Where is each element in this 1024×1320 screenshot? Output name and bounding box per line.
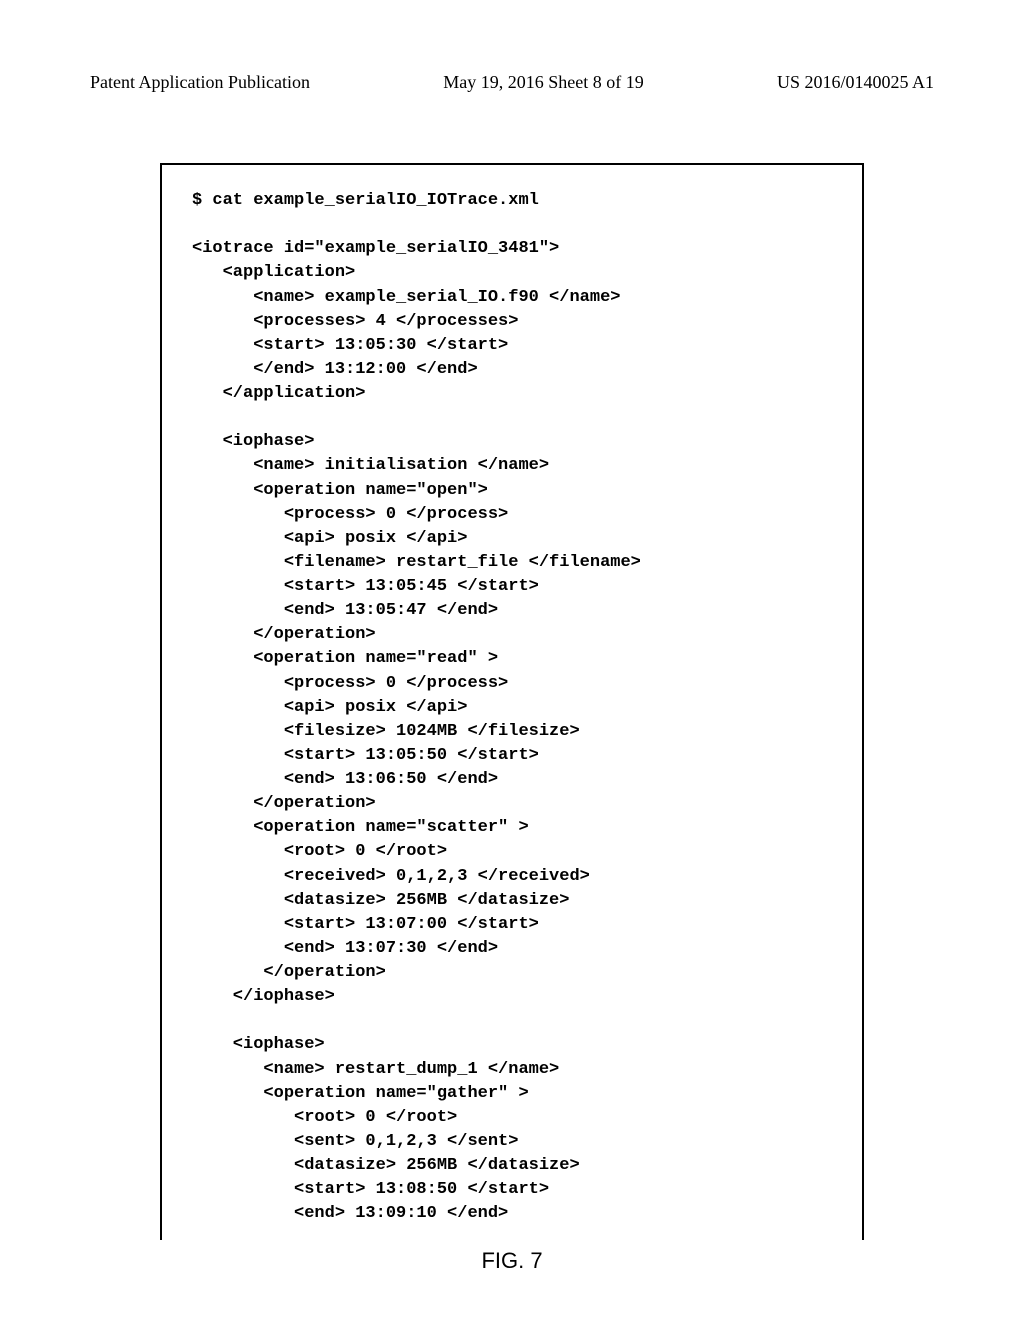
page-header: Patent Application Publication May 19, 2… [0, 0, 1024, 103]
header-right: US 2016/0140025 A1 [777, 72, 934, 93]
figure-caption: FIG. 7 [0, 1248, 1024, 1274]
header-center: May 19, 2016 Sheet 8 of 19 [443, 72, 643, 93]
code-listing-box: $ cat example_serialIO_IOTrace.xml <iotr… [160, 163, 864, 1240]
code-listing-content: $ cat example_serialIO_IOTrace.xml <iotr… [192, 191, 641, 1223]
header-left: Patent Application Publication [90, 72, 310, 93]
